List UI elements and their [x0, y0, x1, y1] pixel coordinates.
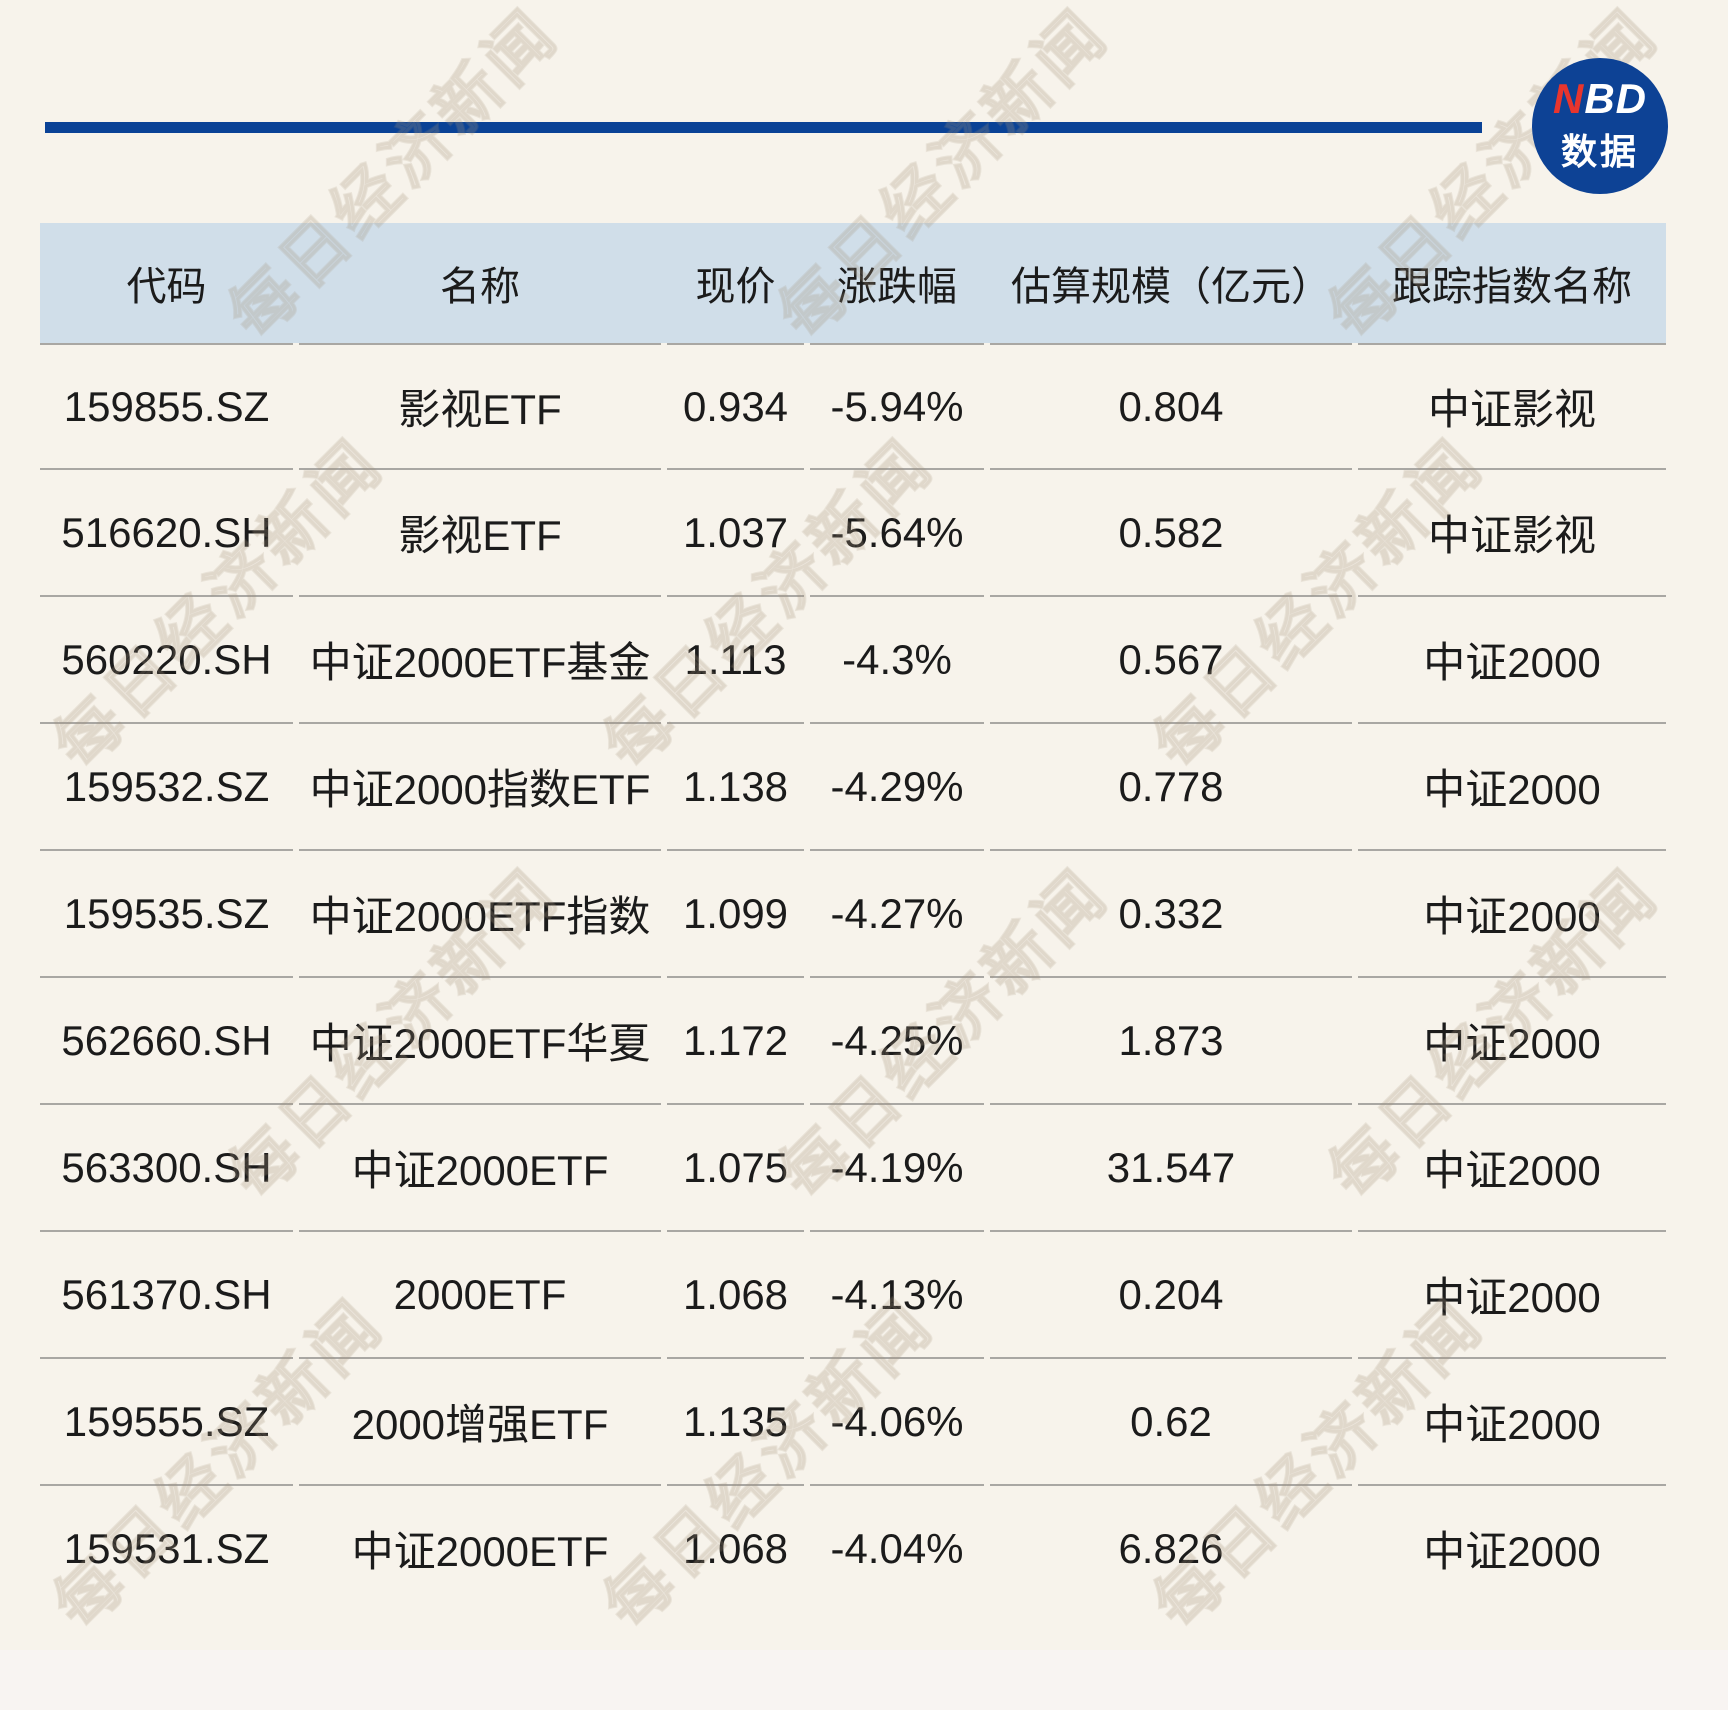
cell-index: 中证2000	[1423, 1528, 1601, 1575]
nbd-logo-letters-bd: BD	[1584, 74, 1647, 122]
cell-scale: 1.873	[990, 978, 1352, 1105]
column-header-index: 跟踪指数名称	[1392, 265, 1632, 309]
cell-index: 中证2000	[1358, 978, 1666, 1105]
cell-name: 中证2000ETF	[299, 1105, 661, 1232]
column-header-code: 代码	[126, 265, 207, 309]
cell-change: -4.19%	[810, 1105, 984, 1232]
cell-price: 0.934	[667, 343, 804, 470]
cell-scale: 0.62	[990, 1359, 1352, 1486]
cell-price: 1.068	[667, 1232, 804, 1359]
cell-code: 563300.SH	[40, 1105, 293, 1232]
cell-price: 1.113	[667, 597, 804, 724]
cell-change: -4.04%	[830, 1524, 964, 1572]
table-row: 159532.SZ 中证2000指数ETF 1.138 -4.29% 0.778 中证20…	[40, 724, 1666, 851]
cell-change: -4.13%	[810, 1232, 984, 1359]
cell-price: 1.037	[667, 470, 804, 597]
cell-index: 中证影视	[1358, 470, 1666, 597]
cell-price: 1.135	[667, 1359, 804, 1486]
cell-name: 中证2000指数ETF	[299, 724, 661, 851]
column-header-scale: 估算规模（亿元）	[1011, 265, 1331, 309]
cell-scale: 0.804	[990, 343, 1352, 470]
nbd-logo: NBD 数据	[1532, 58, 1668, 194]
cell-code: 159855.SZ	[40, 343, 293, 470]
cell-name: 中证2000ETF指数	[299, 851, 661, 978]
cell-code: 159531.SZ	[63, 1524, 270, 1572]
cell-name: 中证2000ETF华夏	[299, 978, 661, 1105]
cell-index: 中证2000	[1358, 851, 1666, 978]
cell-code: 516620.SH	[40, 470, 293, 597]
cell-name: 中证2000ETF基金	[299, 597, 661, 724]
table-row: 516620.SH 影视ETF 1.037 -5.64% 0.582 中证影视	[40, 470, 1666, 597]
cell-price: 1.075	[667, 1105, 804, 1232]
cell-name: 中证2000ETF	[351, 1528, 609, 1575]
cell-index: 中证2000	[1358, 724, 1666, 851]
cell-change: -4.27%	[810, 851, 984, 978]
cell-scale: 31.547	[990, 1105, 1352, 1232]
cell-price: 1.099	[667, 851, 804, 978]
table-header-row: 代码 名称 现价 涨跌幅 估算规模（亿元） 跟踪指数名称	[40, 223, 1666, 343]
cell-name: 影视ETF	[299, 343, 661, 470]
column-header-name: 名称	[440, 265, 520, 309]
cell-change: -5.64%	[810, 470, 984, 597]
cell-name: 影视ETF	[299, 470, 661, 597]
table-row: 159855.SZ 影视ETF 0.934 -5.94% 0.804 中证影视	[40, 343, 1666, 470]
cell-code: 562660.SH	[40, 978, 293, 1105]
cell-scale: 0.778	[990, 724, 1352, 851]
cell-scale: 0.582	[990, 470, 1352, 597]
cell-code: 560220.SH	[40, 597, 293, 724]
cell-price: 1.172	[667, 978, 804, 1105]
nbd-logo-letter-n: N	[1552, 74, 1585, 122]
nbd-logo-caption: 数据	[1560, 131, 1639, 173]
table-row: 560220.SH 中证2000ETF基金 1.113 -4.3% 0.567 中证200…	[40, 597, 1666, 724]
cell-change: -4.3%	[810, 597, 984, 724]
footer-strip	[0, 1650, 1728, 1710]
cell-code: 159535.SZ	[40, 851, 293, 978]
cell-price: 1.068	[682, 1524, 789, 1572]
cell-code: 159532.SZ	[40, 724, 293, 851]
cell-scale: 0.567	[990, 597, 1352, 724]
cell-code: 561370.SH	[40, 1232, 293, 1359]
cell-scale: 0.204	[990, 1232, 1352, 1359]
table-row: 563300.SH 中证2000ETF 1.075 -4.19% 31.547 中证200…	[40, 1105, 1666, 1232]
column-header-price: 现价	[695, 265, 776, 309]
cell-index: 中证2000	[1358, 1105, 1666, 1232]
cell-change: -4.25%	[810, 978, 984, 1105]
table-row: 159531.SZ 中证2000ETF 1.068 -4.04% 6.826 中证2000	[40, 1486, 1666, 1611]
cell-scale: 6.826	[1118, 1524, 1224, 1572]
etf-table: 代码 名称 现价 涨跌幅 估算规模（亿元） 跟踪指数名称 159855.SZ 影视ETF 0.…	[40, 223, 1666, 1611]
top-divider-line	[45, 122, 1482, 133]
cell-index: 中证2000	[1358, 1232, 1666, 1359]
cell-scale: 0.332	[990, 851, 1352, 978]
cell-index: 中证2000	[1358, 597, 1666, 724]
cell-index: 中证2000	[1358, 1359, 1666, 1486]
cell-change: -4.06%	[810, 1359, 984, 1486]
cell-name: 2000增强ETF	[299, 1359, 661, 1486]
cell-name: 2000ETF	[299, 1232, 661, 1359]
cell-index: 中证影视	[1358, 343, 1666, 470]
table-body: 159855.SZ 影视ETF 0.934 -5.94% 0.804 中证影视 516620…	[40, 343, 1666, 1611]
cell-price: 1.138	[667, 724, 804, 851]
cell-change: -5.94%	[810, 343, 984, 470]
table-row: 159535.SZ 中证2000ETF指数 1.099 -4.27% 0.332 中证20…	[40, 851, 1666, 978]
column-header-change: 涨跌幅	[837, 265, 957, 309]
table-row: 562660.SH 中证2000ETF华夏 1.172 -4.25% 1.873 中证20…	[40, 978, 1666, 1105]
cell-change: -4.29%	[810, 724, 984, 851]
nbd-logo-text: NBD	[1552, 74, 1647, 122]
table-row: 159555.SZ 2000增强ETF 1.135 -4.06% 0.62 中证2000	[40, 1359, 1666, 1486]
table-row: 561370.SH 2000ETF 1.068 -4.13% 0.204 中证2000	[40, 1232, 1666, 1359]
cell-code: 159555.SZ	[40, 1359, 293, 1486]
